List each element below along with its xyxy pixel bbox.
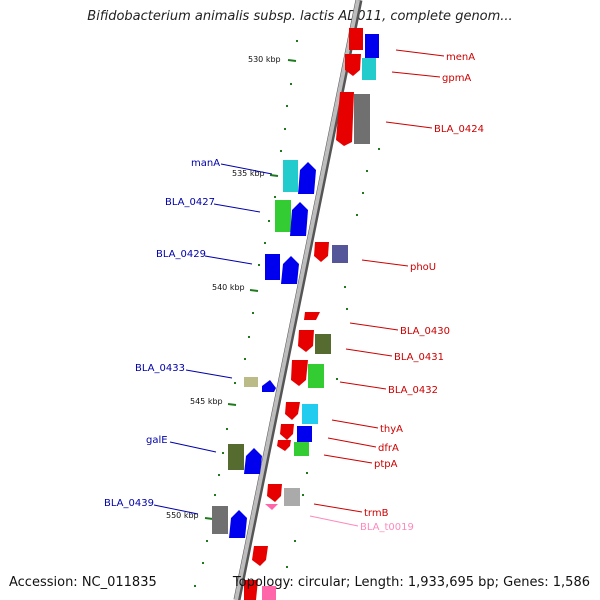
gene-label-galE[interactable]: galE bbox=[146, 435, 168, 446]
gene-BLA_0429[interactable] bbox=[281, 256, 299, 284]
gene-label-BLA_0431[interactable]: BLA_0431 bbox=[394, 352, 444, 363]
gene-BLA_0431[interactable] bbox=[298, 330, 314, 352]
gene-label-BLA_t0019[interactable]: BLA_t0019 bbox=[360, 522, 414, 533]
gene-label-BLA_0430[interactable]: BLA_0430 bbox=[400, 326, 450, 337]
gene-label-trmB[interactable]: trmB bbox=[364, 508, 389, 519]
gene-menA-cog[interactable] bbox=[365, 34, 379, 58]
gene-label-manA[interactable]: manA bbox=[191, 158, 220, 169]
gene-arrow[interactable] bbox=[345, 54, 361, 76]
gene-galE[interactable] bbox=[244, 448, 262, 474]
gene-dfrA-cog[interactable] bbox=[297, 426, 312, 442]
gene-phoU[interactable] bbox=[314, 242, 329, 262]
kbp-tick-marks bbox=[204, 59, 297, 520]
genome-backbone bbox=[234, 0, 360, 600]
gene-label-thyA[interactable]: thyA bbox=[380, 424, 403, 435]
gene-label-gpmA[interactable]: gpmA bbox=[442, 73, 471, 84]
gene-BLA_0433-cog[interactable] bbox=[244, 377, 258, 387]
gene-trmB-cog[interactable] bbox=[284, 488, 300, 506]
left-label-lines bbox=[153, 163, 273, 515]
gene-manA[interactable] bbox=[298, 162, 316, 194]
gene-BLA_0439-cog[interactable] bbox=[212, 506, 228, 534]
gene-BLA_0429-cog[interactable] bbox=[265, 254, 280, 280]
gene-label-BLA_0429[interactable]: BLA_0429 bbox=[156, 249, 206, 260]
gene-ptpA[interactable] bbox=[277, 440, 291, 451]
gene-BLA_0424[interactable] bbox=[336, 92, 354, 146]
topology-text: Topology: circular; Length: 1,933,695 bp… bbox=[232, 575, 590, 590]
gene-BLA_0430[interactable] bbox=[304, 312, 320, 320]
gene-BLA_0431-cog[interactable] bbox=[315, 334, 331, 354]
gene-BLA_0424-cog[interactable] bbox=[354, 94, 370, 144]
gene-BLA_0427[interactable] bbox=[290, 202, 308, 236]
gene-features-left bbox=[212, 160, 316, 538]
gene-thyA[interactable] bbox=[285, 402, 300, 420]
map-title: Bifidobacterium animalis subsp. lactis A… bbox=[87, 9, 513, 24]
gene-label-BLA_0433[interactable]: BLA_0433 bbox=[135, 363, 185, 374]
gene-label-BLA_0439[interactable]: BLA_0439 bbox=[104, 498, 154, 509]
gene-cog-box[interactable] bbox=[262, 586, 276, 600]
gene-phoU-cog[interactable] bbox=[332, 245, 348, 263]
gene-manA-cog[interactable] bbox=[283, 160, 298, 192]
accession-text: Accession: NC_011835 bbox=[9, 575, 157, 590]
gene-label-ptpA[interactable]: ptpA bbox=[374, 459, 398, 470]
gene-BLA_0433[interactable] bbox=[262, 380, 276, 392]
gene-label-BLA_0432[interactable]: BLA_0432 bbox=[388, 385, 438, 396]
gene-BLA_t0019[interactable] bbox=[265, 504, 278, 510]
gene-menA[interactable] bbox=[349, 28, 363, 50]
gene-label-BLA_0427[interactable]: BLA_0427 bbox=[165, 197, 215, 208]
gene-gpmA[interactable] bbox=[362, 58, 376, 80]
gene-label-phoU[interactable]: phoU bbox=[410, 262, 436, 273]
gene-BLA_0432[interactable] bbox=[291, 360, 308, 386]
gene-arrow[interactable] bbox=[252, 546, 268, 566]
gene-label-dfrA[interactable]: dfrA bbox=[378, 443, 399, 454]
gene-features-right bbox=[244, 28, 379, 600]
kbp-tick-label: 550 kbp bbox=[166, 511, 199, 520]
gene-BLA_0439[interactable] bbox=[229, 510, 247, 538]
gene-dfrA[interactable] bbox=[280, 424, 294, 440]
kbp-tick-label: 530 kbp bbox=[248, 55, 281, 64]
gene-thyA-cog[interactable] bbox=[302, 404, 318, 424]
gene-label-BLA_0424[interactable]: BLA_0424 bbox=[434, 124, 484, 135]
kbp-tick-label: 540 kbp bbox=[212, 283, 245, 292]
gene-BLA_0427-cog[interactable] bbox=[275, 200, 291, 232]
gene-trmB[interactable] bbox=[267, 484, 282, 502]
kbp-tick-label: 535 kbp bbox=[232, 169, 265, 178]
gene-arrow[interactable] bbox=[244, 580, 258, 600]
gene-galE-cog[interactable] bbox=[228, 444, 244, 470]
kbp-tick-label: 545 kbp bbox=[190, 397, 223, 406]
gene-ptpA-cog[interactable] bbox=[294, 442, 309, 456]
minor-ticks-left bbox=[194, 40, 298, 587]
trna-label-line bbox=[309, 515, 359, 527]
gene-BLA_0432-cog[interactable] bbox=[308, 364, 324, 388]
gene-label-menA[interactable]: menA bbox=[446, 52, 475, 63]
right-label-lines bbox=[313, 49, 445, 513]
